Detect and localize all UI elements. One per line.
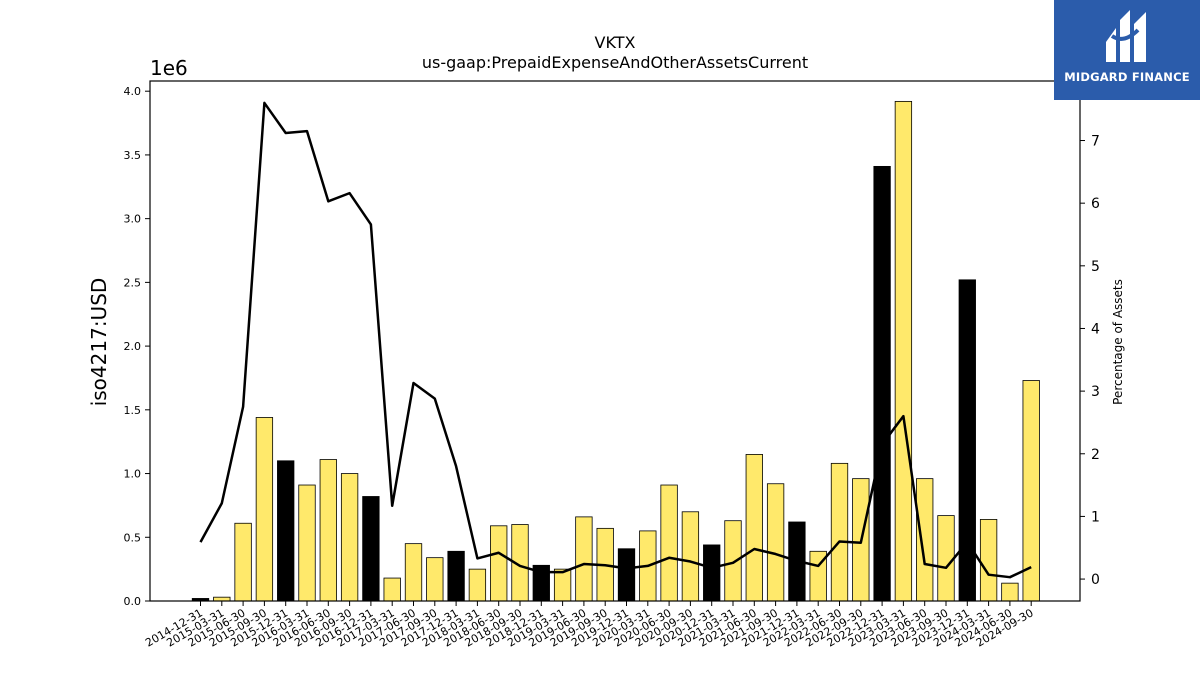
bar-2016-03-31	[298, 484, 316, 602]
y-tick-label: 0.0	[124, 595, 142, 608]
bar-2022-06-30	[830, 462, 849, 602]
y2-tick-label: 2	[1091, 447, 1100, 463]
bar-2023-09-30	[937, 515, 955, 602]
y2-tick-label: 0	[1091, 572, 1100, 588]
bar-2017-09-30	[426, 557, 444, 602]
chart-subtitle: us-gaap:PrepaidExpenseAndOtherAssetsCurr…	[422, 53, 808, 72]
bar-2022-12-31	[873, 165, 891, 602]
y-axis-label: iso4217:USD	[87, 278, 111, 407]
bar-2017-03-31	[383, 577, 401, 602]
bar-2020-09-30	[681, 511, 700, 602]
percentage-line	[199, 101, 1032, 579]
y-tick-label: 4.0	[124, 85, 142, 98]
y2-tick-label: 6	[1091, 196, 1100, 212]
bar-2021-09-30	[766, 483, 785, 602]
y2-tick-label: 1	[1091, 509, 1100, 525]
bar-2024-03-31	[979, 519, 998, 602]
bar-2020-12-31	[703, 544, 721, 602]
bar-2023-03-31	[894, 100, 913, 602]
line-series	[199, 101, 1032, 579]
bar-2021-06-30	[745, 454, 763, 602]
logo-text: MIDGARD FINANCE	[1064, 70, 1190, 84]
bar-2020-06-30	[660, 484, 678, 602]
bar-2015-12-31	[277, 460, 295, 602]
logo: MIDGARD FINANCE	[1054, 0, 1200, 100]
y2-tick-label: 3	[1091, 384, 1100, 400]
y-offset-label: 1e6	[150, 56, 188, 80]
bar-2017-06-30	[404, 543, 423, 602]
y-tick-label: 3.0	[124, 213, 142, 226]
y-tick-label: 1.5	[124, 404, 142, 417]
y2-tick-label: 4	[1091, 321, 1100, 337]
bar-series	[191, 100, 1040, 602]
bar-2016-09-30	[340, 473, 359, 602]
bar-2015-06-30	[234, 522, 252, 602]
bar-2019-03-31	[553, 568, 572, 602]
bar-2015-09-30	[255, 417, 274, 602]
bar-2024-06-30	[1001, 582, 1019, 602]
mountain-logo-icon	[1106, 10, 1146, 62]
plot-frame	[149, 80, 1081, 602]
y2-tick-label: 7	[1091, 134, 1100, 150]
bar-2018-06-30	[490, 525, 508, 602]
y2-tick-label: 5	[1091, 259, 1100, 275]
bar-2019-06-30	[575, 516, 593, 602]
bar-2017-12-31	[447, 550, 465, 602]
bar-2021-03-31	[724, 520, 742, 602]
bar-2016-06-30	[319, 459, 337, 602]
y2-axis-label: Percentage of Assets	[1111, 279, 1125, 405]
bar-2018-03-31	[468, 568, 487, 602]
y-tick-label: 3.5	[124, 149, 142, 162]
bar-2023-06-30	[916, 478, 934, 602]
y-tick-label: 0.5	[124, 531, 142, 544]
y-tick-label: 2.0	[124, 340, 142, 353]
axes: 0.00.51.01.52.02.53.03.54.0012345672014-…	[124, 80, 1100, 650]
bar-2016-12-31	[362, 496, 380, 602]
bar-2019-12-31	[617, 548, 636, 602]
chart-title: VKTX	[595, 33, 636, 52]
y-tick-label: 2.5	[124, 276, 142, 289]
y-tick-label: 1.0	[124, 468, 142, 481]
